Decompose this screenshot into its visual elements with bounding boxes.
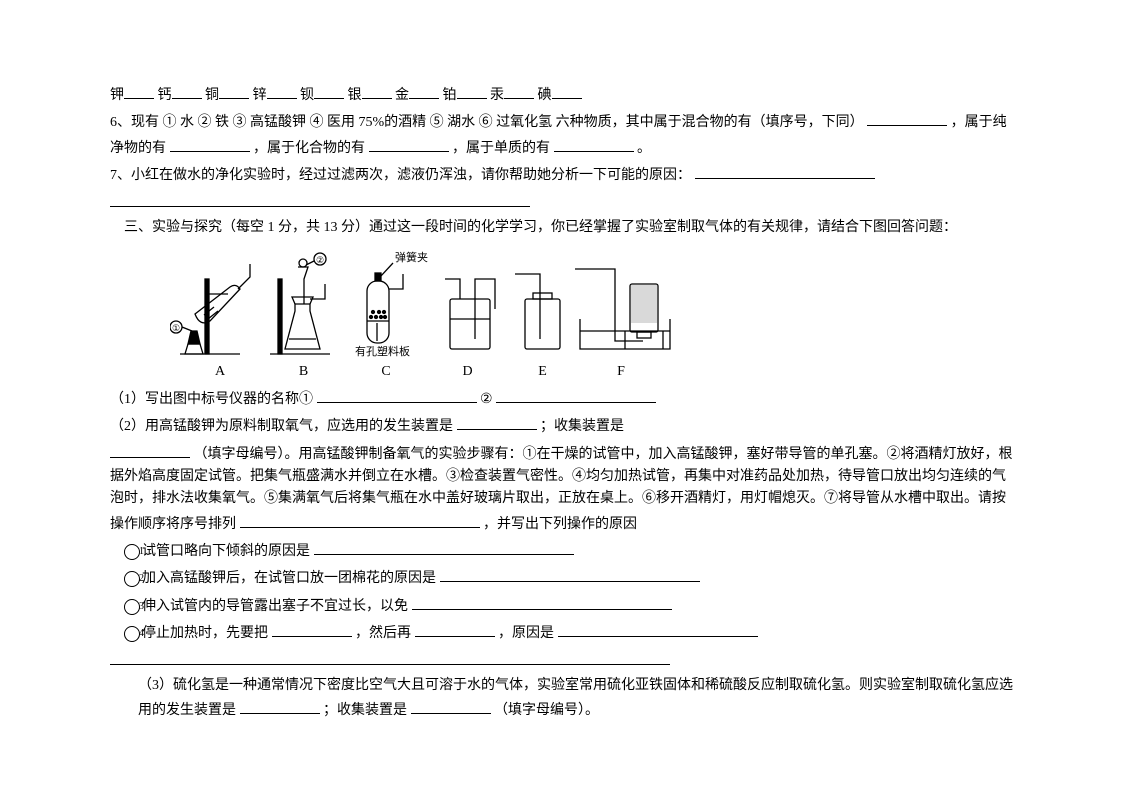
sub2-body: （填字母编号）。用高锰酸钾制备氧气的实验步骤有：①在干燥的试管中，加入高锰酸钾，… [110,441,1013,537]
svg-text:①: ① [172,323,180,333]
blank-el-4[interactable] [314,82,344,99]
sub2-ta: （2）用高锰酸钾为原料制取氧气，应选用的发生装置是 [110,419,453,434]
blank-sub1-1[interactable] [317,386,477,403]
blank-sub2-2[interactable] [110,441,190,458]
circle-2-icon: 2 [124,571,140,587]
blank-r1[interactable] [314,538,574,555]
label-b: B [264,361,344,383]
circle-1-icon: 1 [124,544,140,560]
blank-r3[interactable] [412,593,672,610]
blank-q6-1[interactable] [867,109,947,126]
apparatus-e [515,274,560,349]
q7-text: 小红在做水的净化实验时，经过过滤两次，滤液仍浑浊，请你帮助她分析一下可能的原因： [131,168,691,183]
q7-line2 [110,190,1013,215]
el-zn: 锌 [253,88,267,103]
sub1-tb: ② [480,392,493,407]
sub2: （2）用高锰酸钾为原料制取氧气，应选用的发生装置是 ；收集装置是 [110,413,1013,438]
q6-num: 6、 [110,115,131,130]
section3-text: 三、实验与探究（每空 1 分，共 13 分）通过这一段时间的化学学习，你已经掌握… [124,220,957,235]
q6-td: ，属于单质的有 [452,141,550,156]
svg-text:②: ② [316,255,324,265]
sub2-tb: ；收集装置是 [540,419,624,434]
apparatus-d [445,279,495,349]
label-d: D [429,361,507,383]
reason-1: 1试管口略向下倾斜的原因是 [110,538,1013,563]
reason-3: 3伸入试管内的导管露出塞子不宜过长，以免 [110,593,1013,618]
blank-q6-4[interactable] [554,135,634,152]
elements-line: 钾 钙 铜 锌 钡 银 金 铂 汞 碘 [110,82,1013,107]
r2a: 加入高锰酸钾后，在试管口放一团棉花的原因是 [142,571,436,586]
blank-sub2-3[interactable] [240,511,480,528]
blank-r4-3[interactable] [558,620,758,637]
blank-el-0[interactable] [124,82,154,99]
blank-sub3-2[interactable] [411,697,491,714]
blank-el-9[interactable] [552,82,582,99]
apparatus-diagram: ① ② 弹簧夹 [170,249,1013,359]
blank-el-2[interactable] [219,82,249,99]
el-ag: 银 [348,88,362,103]
sub3-tc: （填字母编号）。 [494,703,599,718]
r4c: ，原因是 [498,626,554,641]
blank-el-1[interactable] [172,82,202,99]
diagram-labels: A B C D E F [180,361,1013,383]
blank-sub2-1[interactable] [457,413,537,430]
svg-text:有孔塑料板: 有孔塑料板 [355,344,410,358]
el-ba: 钡 [300,88,314,103]
blank-r2[interactable] [440,565,700,582]
sub2-td: ，并写出下列操作的原因 [483,517,637,532]
q6-ta: 现有 ① 水 ② 铁 ③ 高锰酸钾 ④ 医用 75%的酒精 ⑤ 湖水 ⑥ 过氧化… [131,115,864,130]
blank-q7-2[interactable] [110,190,530,207]
blank-el-6[interactable] [409,82,439,99]
apparatus-a: ① [170,264,250,354]
el-au: 金 [395,88,409,103]
blank-el-3[interactable] [267,82,297,99]
el-cu: 铜 [205,88,219,103]
apparatus-svg: ① ② 弹簧夹 [170,249,690,359]
blank-el-5[interactable] [362,82,392,99]
apparatus-c: 弹簧夹 有孔塑料板 [355,250,428,358]
blank-el-7[interactable] [457,82,487,99]
sub1: （1）写出图中标号仪器的名称① ② [110,386,1013,411]
q6-te: 。 [637,141,651,156]
blank-q7-1[interactable] [695,162,875,179]
r4a: 停止加热时，先要把 [142,626,268,641]
r4b: ，然后再 [355,626,411,641]
label-e: E [510,361,575,383]
el-ca: 钙 [158,88,172,103]
circle-3-icon: 3 [124,599,140,615]
sub3-tb: ；收集装置是 [323,703,407,718]
reason-2: 2加入高锰酸钾后，在试管口放一团棉花的原因是 [110,565,1013,590]
blank-sub3-1[interactable] [240,697,320,714]
circle-4-icon: 4 [124,626,140,642]
sub3: （3）硫化氢是一种通常情况下密度比空气大且可溶于水的气体，实验室常用硫化亚铁固体… [110,675,1013,723]
r1a: 试管口略向下倾斜的原因是 [142,544,310,559]
r3a: 伸入试管内的导管露出塞子不宜过长，以免 [142,599,408,614]
blank-q6-3[interactable] [369,135,449,152]
blank-r4-1[interactable] [272,620,352,637]
apparatus-f [575,269,670,349]
apparatus-b: ② [270,253,330,354]
svg-text:弹簧夹: 弹簧夹 [395,250,428,264]
blank-sub1-2[interactable] [496,386,656,403]
reason-4: 4停止加热时，先要把 ，然后再 ，原因是 [110,620,1013,645]
label-c: C [347,361,425,383]
label-f: F [579,361,664,383]
section3-title: 三、实验与探究（每空 1 分，共 13 分）通过这一段时间的化学学习，你已经掌握… [110,217,1013,239]
el-k: 钾 [110,88,124,103]
q7-num: 7、 [110,168,131,183]
blank-q6-2[interactable] [170,135,250,152]
q7: 7、小红在做水的净化实验时，经过过滤两次，滤液仍浑浊，请你帮助她分析一下可能的原… [110,162,1013,187]
q6-tc: ，属于化合物的有 [253,141,365,156]
el-hg: 汞 [490,88,504,103]
blank-r4-4[interactable] [110,648,670,665]
label-a: A [180,361,260,383]
reason-4-cont [110,648,1013,673]
el-i: 碘 [538,88,552,103]
q6: 6、现有 ① 水 ② 铁 ③ 高锰酸钾 ④ 医用 75%的酒精 ⑤ 湖水 ⑥ 过… [110,109,1013,160]
blank-r4-2[interactable] [415,620,495,637]
sub1-ta: （1）写出图中标号仪器的名称① [110,392,313,407]
el-pt: 铂 [443,88,457,103]
blank-el-8[interactable] [504,82,534,99]
